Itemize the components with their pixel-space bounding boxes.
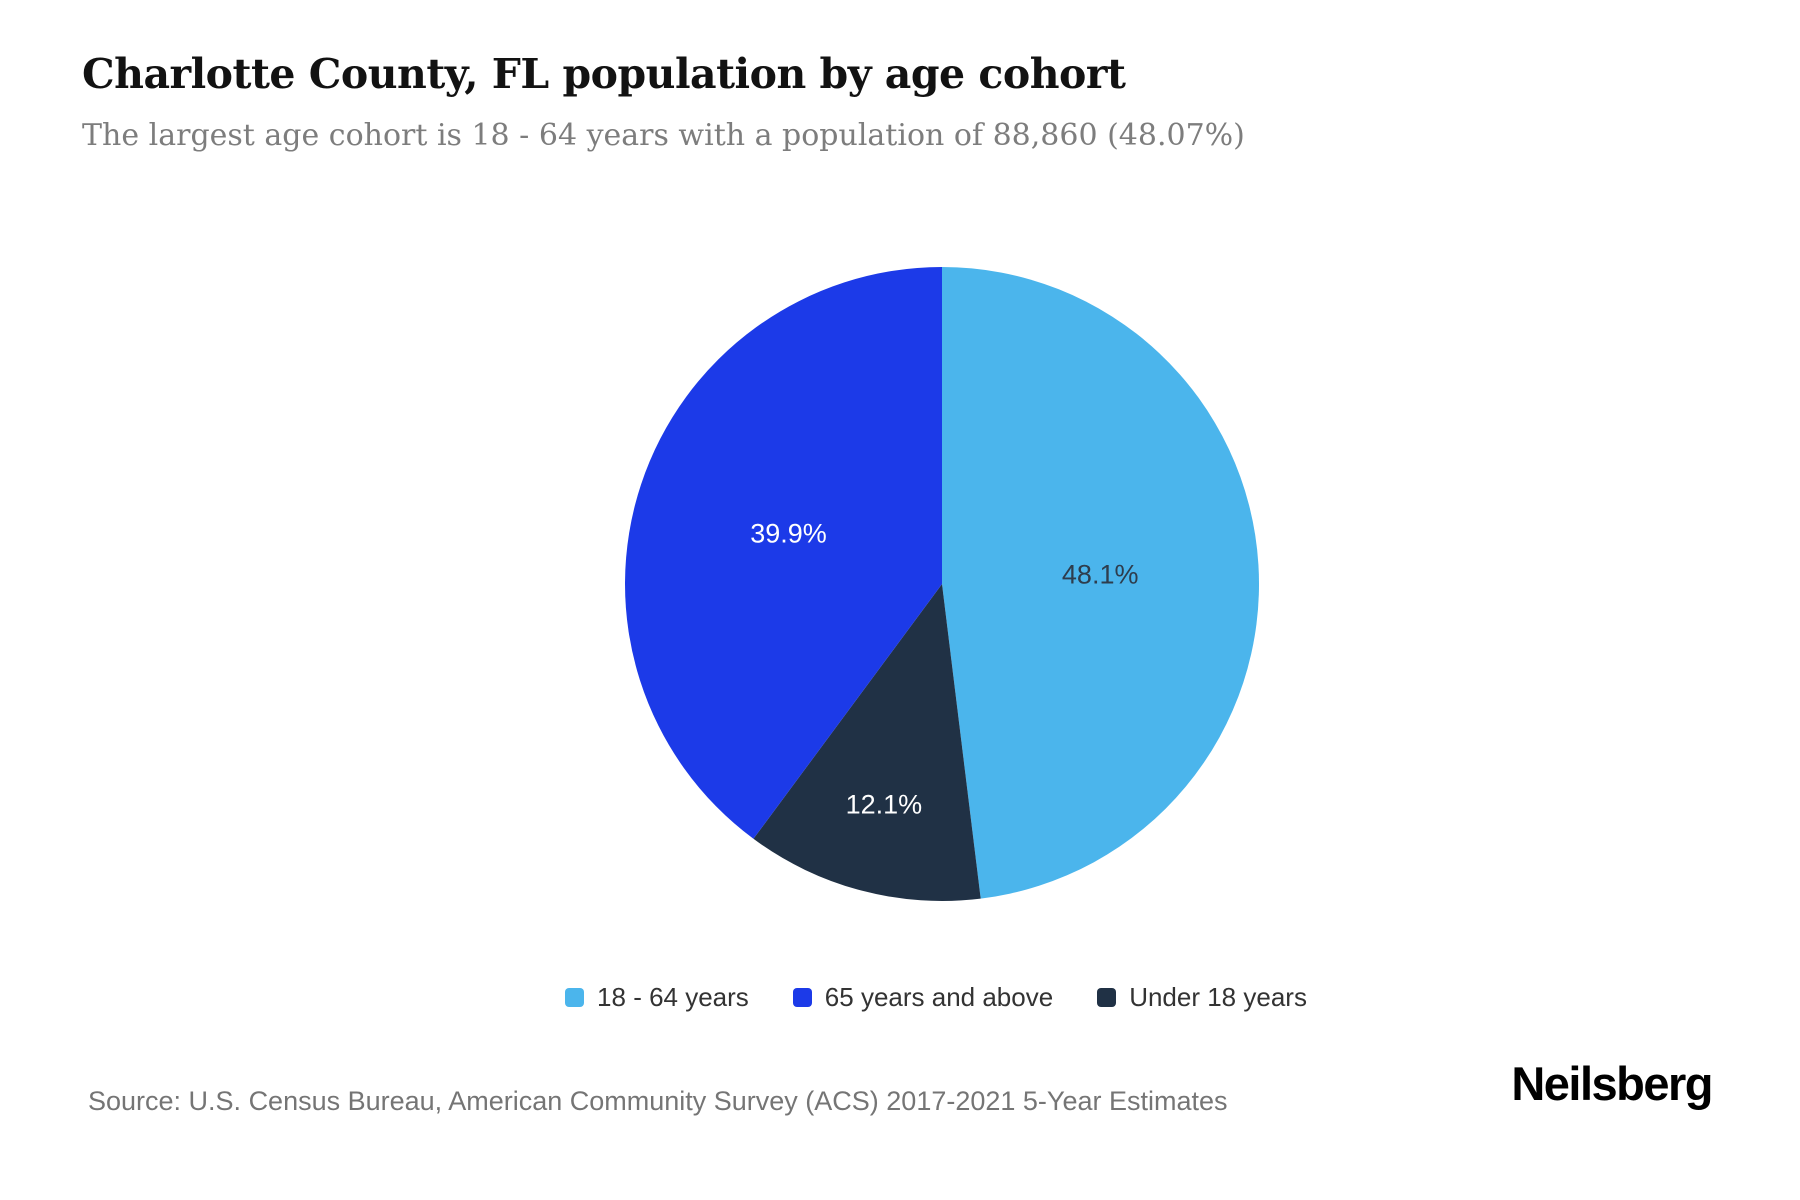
slice-percentage-label: 48.1%	[1062, 559, 1139, 589]
legend-label: 65 years and above	[824, 982, 1054, 1012]
legend-item-18-64-years[interactable]: 18 - 64 years	[565, 982, 749, 1013]
pie-slice-18-64-years[interactable]	[942, 267, 1260, 899]
page-subtitle: The largest age cohort is 18 - 64 years …	[82, 118, 1245, 153]
chart-legend: 18 - 64 years 65 years and above Under 1…	[72, 982, 1800, 1013]
neilsberg-logo: Neilsberg	[1511, 1057, 1713, 1110]
legend-item-under-18-years[interactable]: Under 18 years	[1097, 982, 1307, 1013]
legend-swatch-blue-icon	[792, 988, 812, 1007]
slice-percentage-label: 39.9%	[750, 518, 827, 548]
source-note: Source: U.S. Census Bureau, American Com…	[88, 1086, 1228, 1116]
legend-item-65-years-and-above[interactable]: 65 years and above	[792, 982, 1054, 1013]
legend-label: 18 - 64 years	[597, 982, 749, 1012]
slice-percentage-label: 12.1%	[846, 790, 923, 820]
legend-label: Under 18 years	[1129, 982, 1307, 1012]
page-title: Charlotte County, FL population by age c…	[82, 50, 1126, 98]
pie-slice-65-years-and-above[interactable]	[625, 267, 942, 839]
legend-swatch-dark-navy-icon	[1097, 988, 1117, 1007]
pie-slice-under-18-years[interactable]	[753, 584, 981, 902]
legend-swatch-light-blue-icon	[565, 988, 585, 1007]
